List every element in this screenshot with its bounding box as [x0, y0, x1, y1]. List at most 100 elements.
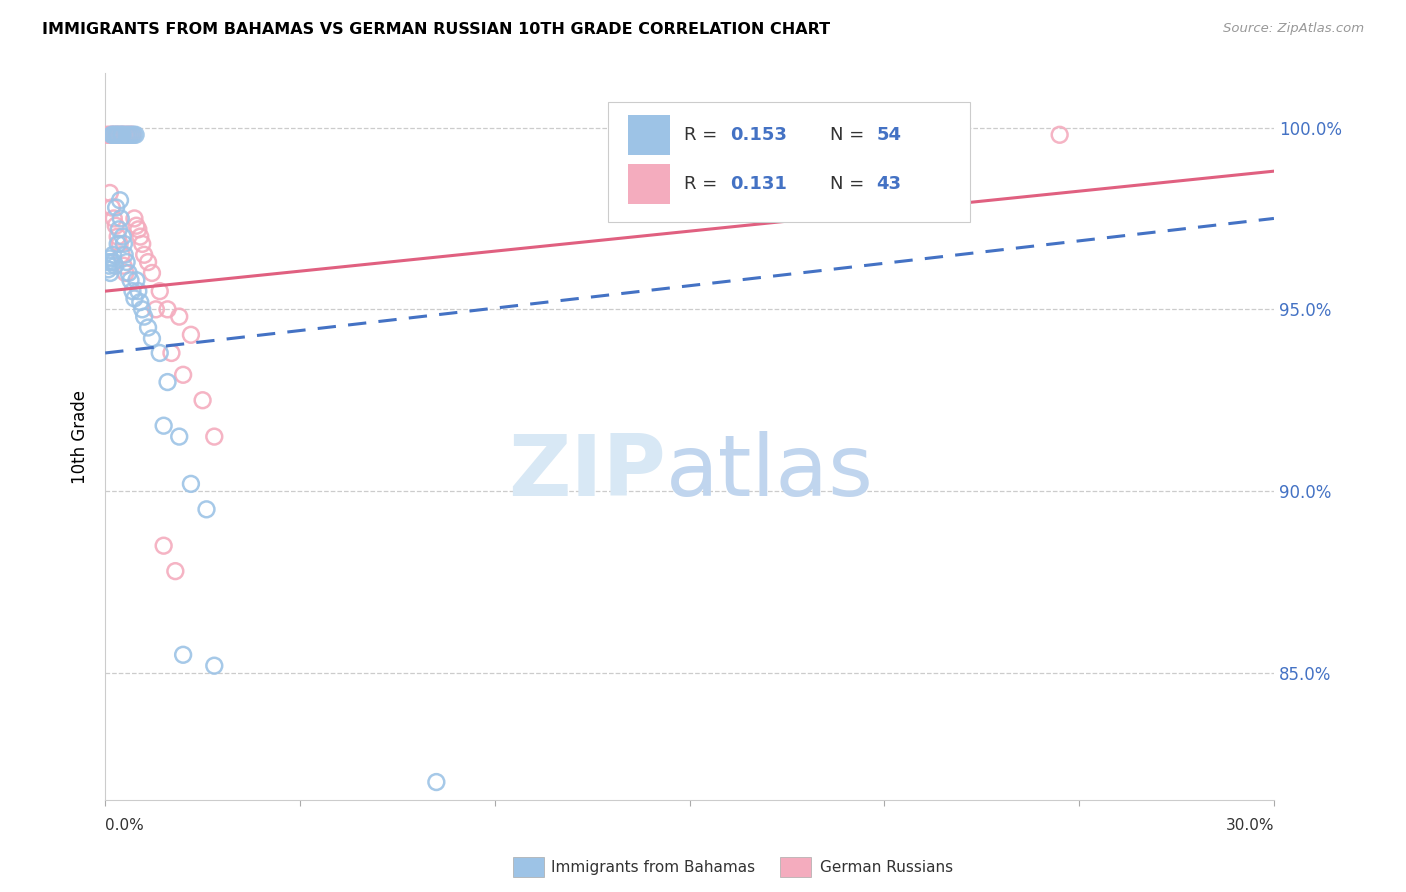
FancyBboxPatch shape — [607, 102, 970, 222]
Y-axis label: 10th Grade: 10th Grade — [72, 390, 89, 483]
Point — [129, 295, 152, 310]
Bar — [627, 164, 669, 204]
Point — [110, 128, 132, 142]
Text: N =: N = — [830, 175, 870, 193]
Point — [120, 273, 142, 287]
Point — [167, 429, 190, 443]
Point — [121, 284, 143, 298]
Text: R =: R = — [683, 175, 723, 193]
Text: German Russians: German Russians — [820, 860, 953, 874]
Text: 43: 43 — [876, 175, 901, 193]
Point — [97, 262, 120, 277]
Point — [115, 255, 138, 269]
Point — [108, 128, 131, 142]
Point — [114, 266, 136, 280]
Point — [180, 476, 202, 491]
Point — [131, 302, 153, 317]
Point — [112, 236, 135, 251]
Point — [156, 375, 179, 389]
Point — [152, 539, 174, 553]
Point — [127, 284, 149, 298]
Point — [149, 346, 172, 360]
Point — [121, 128, 143, 142]
Text: 30.0%: 30.0% — [1226, 819, 1274, 833]
Point — [134, 248, 156, 262]
Point — [108, 236, 131, 251]
Point — [122, 128, 145, 142]
Text: IMMIGRANTS FROM BAHAMAS VS GERMAN RUSSIAN 10TH GRADE CORRELATION CHART: IMMIGRANTS FROM BAHAMAS VS GERMAN RUSSIA… — [42, 22, 831, 37]
Point — [191, 393, 214, 408]
Point — [134, 310, 156, 324]
Point — [100, 255, 122, 269]
Point — [115, 128, 138, 142]
Point — [156, 302, 179, 317]
Text: 0.153: 0.153 — [731, 126, 787, 145]
Point — [111, 229, 134, 244]
Point — [118, 128, 141, 142]
Point — [110, 128, 132, 142]
Point — [103, 128, 125, 142]
Point — [125, 219, 148, 233]
Point — [172, 368, 194, 382]
Text: R =: R = — [683, 126, 723, 145]
Point — [180, 327, 202, 342]
Point — [121, 128, 143, 142]
Bar — [513, 857, 544, 877]
Point — [98, 128, 121, 142]
Point — [145, 302, 167, 317]
Point — [149, 284, 172, 298]
Point — [107, 128, 129, 142]
Point — [104, 128, 127, 142]
Point — [167, 310, 190, 324]
Point — [172, 648, 194, 662]
Text: atlas: atlas — [666, 432, 875, 515]
Point — [202, 658, 225, 673]
Point — [112, 259, 135, 273]
Point — [117, 128, 139, 142]
Bar — [780, 857, 811, 877]
Point — [103, 211, 125, 226]
Point — [98, 266, 121, 280]
Point — [125, 273, 148, 287]
Point — [100, 128, 122, 142]
Point — [141, 266, 163, 280]
Point — [1049, 128, 1071, 142]
Point — [108, 222, 131, 236]
Text: Source: ZipAtlas.com: Source: ZipAtlas.com — [1223, 22, 1364, 36]
Point — [136, 255, 159, 269]
Point — [101, 128, 124, 142]
Point — [105, 201, 128, 215]
Point — [152, 418, 174, 433]
Point — [160, 346, 183, 360]
Point — [136, 320, 159, 334]
Point — [104, 128, 127, 142]
Point — [96, 128, 118, 142]
Point — [124, 292, 146, 306]
Point — [107, 236, 129, 251]
Point — [111, 128, 134, 142]
Point — [108, 193, 131, 207]
Point — [425, 775, 447, 789]
Point — [127, 222, 149, 236]
Point — [104, 259, 127, 273]
Point — [110, 248, 132, 262]
Point — [105, 128, 128, 142]
Text: 54: 54 — [876, 126, 901, 145]
Point — [104, 219, 127, 233]
Point — [114, 128, 136, 142]
Point — [165, 564, 187, 578]
Point — [129, 229, 152, 244]
Point — [141, 331, 163, 345]
Text: 0.0%: 0.0% — [105, 819, 143, 833]
Point — [101, 248, 124, 262]
Point — [111, 128, 134, 142]
Point — [120, 128, 142, 142]
Point — [114, 248, 136, 262]
Point — [112, 128, 135, 142]
Text: 0.131: 0.131 — [731, 175, 787, 193]
Point — [98, 259, 121, 273]
Text: Immigrants from Bahamas: Immigrants from Bahamas — [551, 860, 755, 874]
Point — [195, 502, 218, 516]
Bar — [627, 115, 669, 155]
Point — [124, 211, 146, 226]
